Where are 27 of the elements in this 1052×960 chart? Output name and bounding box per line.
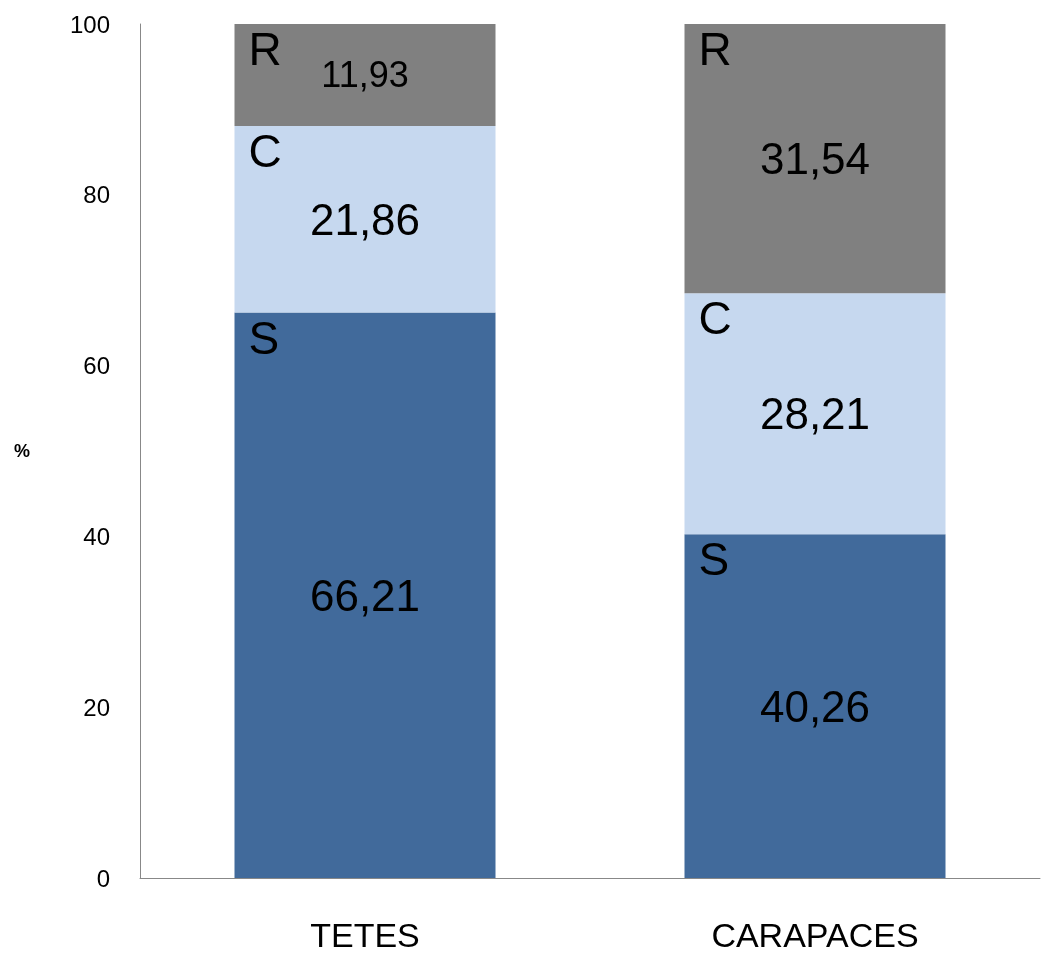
y-tick-label: 100	[69, 10, 110, 38]
data-label: 11,93	[321, 54, 409, 96]
series-label: S	[248, 311, 280, 364]
bar	[234, 24, 496, 126]
x-tick-label: CARAPACES	[711, 916, 919, 954]
data-label: 66,21	[309, 570, 421, 620]
bar	[684, 534, 946, 878]
text: R	[698, 22, 732, 75]
y-tick-label: 0	[96, 864, 110, 892]
text: C	[698, 292, 732, 345]
bar	[234, 312, 496, 878]
text: S	[698, 533, 730, 586]
y-axis-title: %	[13, 441, 30, 461]
y-tick-label: 40	[83, 522, 110, 550]
y-tick-label: 80	[83, 181, 110, 209]
series-label: C	[248, 124, 282, 177]
bar	[684, 293, 946, 535]
y-tick-label: 60	[83, 352, 110, 380]
series-label: R	[248, 23, 282, 75]
bar	[684, 24, 946, 294]
data-label: 21,86	[309, 194, 421, 244]
y-tick-label: 20	[83, 693, 110, 721]
x-tick-label: TETES	[310, 916, 420, 954]
data-label: 28,21	[759, 389, 871, 439]
data-label: 31,54	[759, 134, 871, 184]
data-label: 40,26	[759, 681, 871, 731]
bar	[234, 125, 496, 313]
